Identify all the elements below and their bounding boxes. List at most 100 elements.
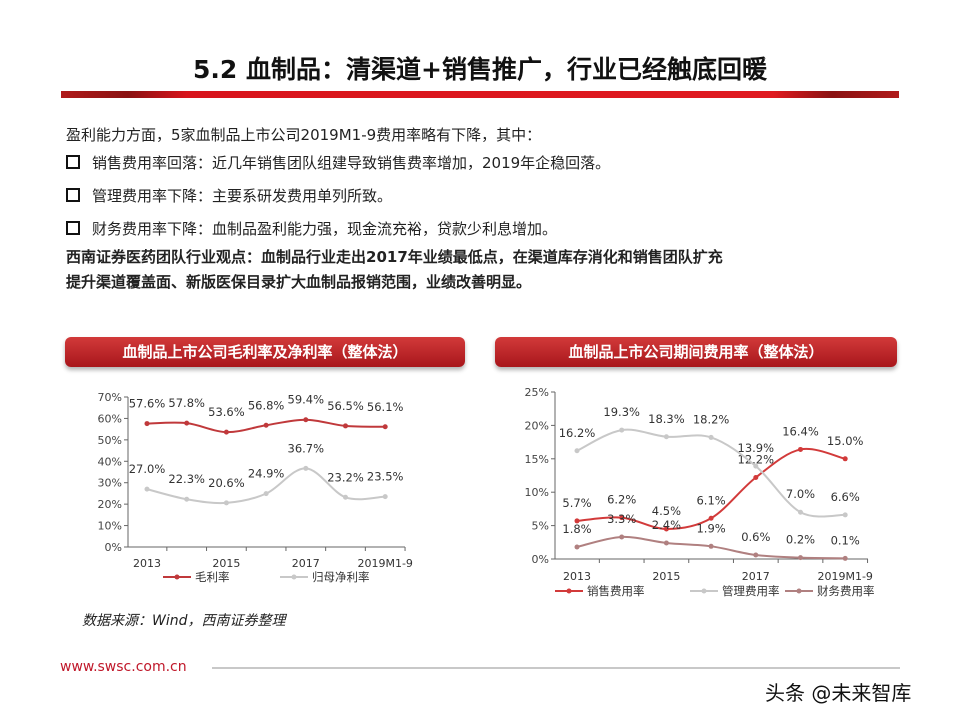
square-bullet-icon — [66, 188, 80, 202]
y-tick-label: 40% — [98, 455, 122, 468]
y-tick-label: 30% — [98, 477, 122, 490]
data-label: 24.9% — [248, 467, 285, 481]
data-label: 19.3% — [603, 405, 640, 419]
data-label: 12.2% — [738, 453, 775, 467]
data-point — [798, 555, 803, 561]
data-label: 36.7% — [288, 441, 325, 455]
data-point — [798, 446, 803, 452]
y-tick-label: 20% — [98, 498, 122, 511]
data-label: 6.2% — [607, 493, 636, 507]
data-point — [842, 456, 848, 462]
data-point — [574, 518, 580, 524]
data-label: 1.9% — [696, 521, 725, 535]
data-label: 3.3% — [607, 512, 636, 526]
bullet-item: 管理费用率下降：主要系研发费用单列所致。 — [66, 185, 392, 206]
bullet-text: 财务费用率下降：血制品盈利能力强，现金流充裕，贷款少利息增加。 — [92, 220, 558, 238]
chart-2: 0% 5% 10% 15% 20% 25% 2013 2015 2017 2019M1-9 5.7%… — [525, 386, 875, 598]
legend-marker — [701, 588, 707, 594]
y-tick-label: 0% — [532, 553, 549, 566]
data-point — [574, 448, 580, 454]
data-label: 7.0% — [786, 487, 815, 501]
bullet-item: 销售费用率回落：近几年销售团队组建导致销售费率增加，2019年企稳回落。 — [66, 152, 610, 173]
data-label: 56.5% — [327, 399, 364, 413]
data-label: 2.4% — [652, 518, 681, 532]
data-point — [303, 465, 309, 471]
legend-marker — [796, 588, 802, 594]
data-point — [144, 486, 150, 492]
data-point — [382, 494, 388, 500]
data-label: 27.0% — [129, 462, 166, 476]
data-point — [708, 434, 714, 440]
bullet-item: 财务费用率下降：血制品盈利能力强，现金流充裕，贷款少利息增加。 — [66, 218, 557, 239]
data-point — [663, 526, 669, 532]
intro-text: 盈利能力方面，5家血制品上市公司2019M1-9费用率略有下降，其中： — [66, 126, 542, 144]
data-point — [619, 515, 625, 521]
legend-marker — [291, 574, 297, 580]
y-tick-label: 10% — [525, 486, 549, 499]
slide-title: 5.2 血制品：清渠道+销售推广，行业已经触底回暖 — [193, 55, 767, 84]
y-tick-label: 25% — [525, 386, 549, 399]
data-point — [708, 515, 714, 521]
data-label: 1.8% — [562, 522, 591, 536]
data-point — [303, 417, 309, 423]
y-tick-label: 70% — [98, 391, 122, 404]
chart1-title: 血制品上市公司毛利率及净利率（整体法） — [65, 337, 465, 367]
data-point — [708, 543, 714, 549]
data-label: 18.2% — [693, 412, 730, 426]
square-bullet-icon — [66, 221, 80, 235]
data-label: 6.6% — [831, 490, 860, 504]
data-label: 18.3% — [648, 412, 685, 426]
data-point — [263, 491, 269, 497]
data-point — [619, 534, 625, 540]
data-label: 0.1% — [831, 533, 860, 547]
data-point — [184, 496, 190, 502]
y-tick-label: 20% — [525, 419, 549, 432]
data-point — [842, 555, 848, 561]
data-point — [263, 422, 269, 428]
legend-label: 管理费用率 — [722, 584, 780, 598]
data-point — [753, 552, 759, 558]
data-point — [842, 512, 848, 518]
x-tick-label: 2013 — [563, 570, 591, 583]
x-tick-label: 2015 — [212, 557, 240, 570]
square-bullet-icon — [66, 155, 80, 169]
data-label: 56.1% — [367, 400, 404, 414]
website-url[interactable]: www.swsc.com.cn — [60, 659, 187, 675]
data-label: 57.6% — [129, 397, 166, 411]
bullet-text: 销售费用率回落：近几年销售团队组建导致销售费率增加，2019年企稳回落。 — [92, 154, 611, 172]
data-label: 16.2% — [559, 426, 596, 440]
title-divider — [61, 91, 899, 98]
legend-label: 财务费用率 — [817, 584, 875, 598]
data-point — [144, 421, 150, 427]
view-text-line1: 西南证券医药团队行业观点：血制品行业走出2017年业绩最低点，在渠道库存消化和销… — [66, 248, 723, 266]
data-label: 0.6% — [741, 530, 770, 544]
data-point — [343, 423, 348, 429]
data-point — [753, 475, 759, 481]
data-label: 23.5% — [367, 470, 404, 484]
chart2-title: 血制品上市公司期间费用率（整体法） — [495, 337, 897, 367]
watermark: 头条 @未来智库 — [765, 681, 912, 705]
footer-divider — [212, 667, 900, 669]
data-label: 16.4% — [782, 424, 819, 438]
legend-label: 归母净利率 — [312, 570, 370, 584]
legend-marker — [174, 574, 180, 580]
view-text-line2: 提升渠道覆盖面、新版医保目录扩大血制品报销范围，业绩改善明显。 — [66, 273, 532, 291]
data-label: 6.1% — [696, 493, 725, 507]
x-tick-label: 2019M1-9 — [357, 557, 412, 570]
legend-label: 销售费用率 — [587, 584, 645, 598]
y-tick-label: 10% — [98, 520, 122, 533]
data-label: 23.2% — [327, 470, 364, 484]
data-point — [223, 500, 229, 506]
data-label: 15.0% — [827, 434, 864, 448]
x-tick-label: 2013 — [133, 557, 161, 570]
data-label: 4.5% — [652, 504, 681, 518]
data-source: 数据来源：Wind，西南证券整理 — [82, 613, 286, 629]
data-label: 0.2% — [786, 533, 815, 547]
data-label: 13.9% — [738, 441, 775, 455]
x-tick-label: 2017 — [742, 570, 770, 583]
y-tick-label: 15% — [525, 453, 549, 466]
x-tick-label: 2015 — [652, 570, 680, 583]
data-point — [663, 540, 669, 546]
data-point — [343, 494, 348, 500]
